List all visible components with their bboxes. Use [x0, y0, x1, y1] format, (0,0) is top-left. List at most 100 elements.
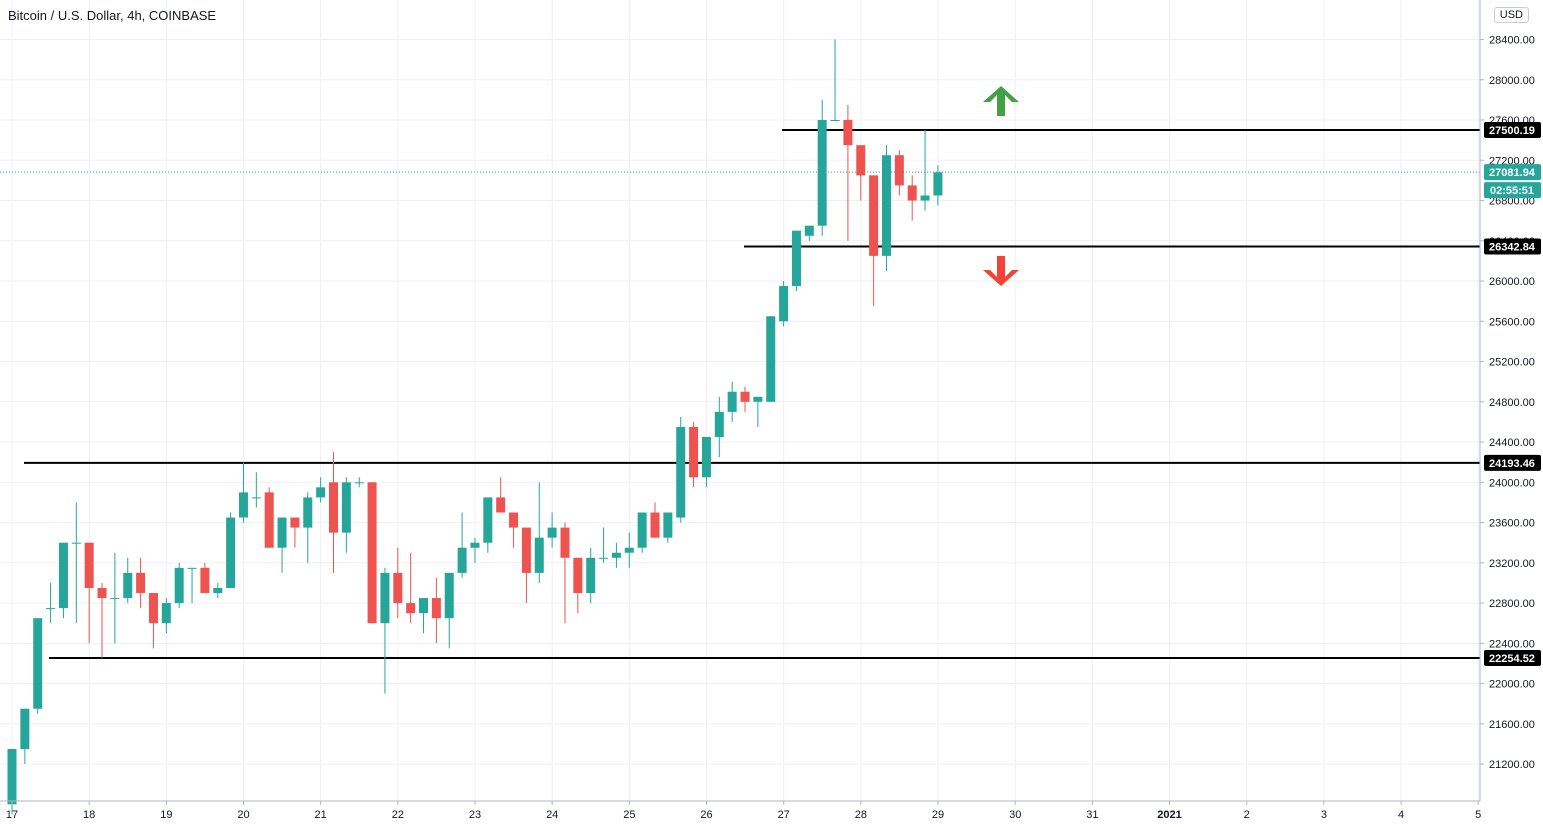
- time-tick-label: 18: [83, 809, 95, 821]
- candle-body: [187, 567, 197, 569]
- candle-countdown-label: 02:55:51: [1490, 185, 1534, 197]
- level-price-label: 24193.46: [1489, 458, 1535, 470]
- price-tick-label: 21600.00: [1489, 719, 1535, 731]
- time-tick-label: 22: [392, 809, 404, 821]
- candle-body: [316, 487, 326, 498]
- candle-body: [689, 426, 699, 478]
- candle-body: [457, 547, 467, 573]
- candle-body: [303, 497, 313, 528]
- candle-body: [251, 497, 261, 499]
- candle-body: [123, 572, 133, 599]
- candle-body: [599, 557, 609, 559]
- candle-body: [663, 512, 673, 538]
- time-tick-label: 17: [6, 809, 18, 821]
- currency-button[interactable]: USD: [1493, 7, 1529, 23]
- up-arrow-icon: [983, 86, 1019, 116]
- time-tick-label: 25: [623, 809, 635, 821]
- down-arrow-icon: [983, 256, 1019, 286]
- candle-body: [20, 708, 30, 750]
- candlesticks: [7, 39, 943, 815]
- level-price-label-bg: [1484, 454, 1541, 471]
- candle-body: [586, 557, 596, 594]
- level-price-label-bg: [1484, 122, 1541, 139]
- price-tick-label: 28400.00: [1489, 35, 1535, 47]
- price-labels: 27500.19 26342.84 24193.46 22254.52 27081.94…: [1484, 122, 1541, 666]
- level-price-label-bg: [1484, 649, 1541, 666]
- candle-body: [624, 547, 634, 553]
- time-tick-label: 28: [855, 809, 867, 821]
- time-tick-label: 21: [315, 809, 327, 821]
- candle-body: [817, 120, 827, 226]
- time-tick-label: 30: [1009, 809, 1021, 821]
- price-tick-label: 25200.00: [1489, 357, 1535, 369]
- time-tick-label: 19: [160, 809, 172, 821]
- candle-body: [791, 230, 801, 287]
- support-resistance-lines: [24, 129, 1480, 659]
- candle-body: [637, 512, 647, 548]
- candle-body: [174, 567, 184, 604]
- candle-body: [727, 391, 737, 412]
- candle-body: [161, 603, 171, 624]
- candle-body: [406, 603, 416, 614]
- chart-title: Bitcoin / U.S. Dollar, 4h, COINBASE: [8, 8, 217, 23]
- candle-body: [33, 618, 43, 709]
- candle-body: [701, 437, 711, 478]
- price-tick-label: 28000.00: [1489, 75, 1535, 87]
- candle-body: [881, 155, 891, 256]
- candle-body: [329, 482, 338, 533]
- candle-body: [483, 497, 493, 543]
- candle-body: [380, 572, 390, 624]
- candle-body: [226, 517, 236, 588]
- candle-body: [856, 145, 866, 176]
- level-price-label: 22254.52: [1489, 653, 1535, 665]
- candle-body: [470, 542, 480, 548]
- time-tick-label: 26: [700, 809, 712, 821]
- candle-body: [354, 482, 364, 484]
- price-tick-label: 23600.00: [1489, 518, 1535, 530]
- candle-body: [560, 527, 570, 558]
- candle-body: [7, 749, 17, 805]
- time-tick-label: 5: [1475, 809, 1481, 821]
- candle-body: [97, 587, 107, 599]
- candle-body: [277, 517, 287, 548]
- candle-body: [238, 492, 248, 518]
- candle-body: [843, 120, 853, 146]
- candle-body: [894, 155, 904, 186]
- candle-body: [521, 527, 531, 573]
- candle-body: [509, 512, 519, 528]
- price-tick-label: 26800.00: [1489, 196, 1535, 208]
- candle-body: [830, 120, 840, 122]
- candle-body: [611, 552, 621, 558]
- time-tick-label: 24: [546, 809, 558, 821]
- candle-body: [496, 497, 506, 513]
- candle-countdown-label-bg: [1484, 182, 1541, 199]
- level-price-label: 26342.84: [1489, 242, 1536, 254]
- price-tick-label: 24000.00: [1489, 477, 1535, 489]
- price-tick-label: 22800.00: [1489, 598, 1535, 610]
- candle-body: [213, 587, 223, 594]
- candle-body: [110, 598, 120, 600]
- candle-body: [573, 557, 583, 594]
- candle-body: [804, 225, 814, 236]
- candle-body: [367, 482, 377, 624]
- level-price-label: 27500.19: [1489, 125, 1535, 137]
- price-tick-label: 24800.00: [1489, 397, 1535, 409]
- time-tick-label: 27: [778, 809, 790, 821]
- candle-body: [907, 185, 917, 201]
- price-tick-label: 21200.00: [1489, 759, 1535, 771]
- candle-body: [444, 572, 454, 619]
- time-axis: 17 18 19 20 21 22 23 24 25 26 27 28 29 30 31 2021 2 3 4 5: [6, 801, 1481, 821]
- candle-body: [933, 172, 943, 196]
- candle-body: [148, 593, 158, 624]
- last-price-label-bg: [1484, 164, 1541, 181]
- time-tick-label: 29: [932, 809, 944, 821]
- level-price-label-bg: [1484, 238, 1541, 255]
- time-tick-label: 4: [1398, 809, 1404, 821]
- candle-body: [419, 598, 429, 614]
- last-price-label: 27081.94: [1489, 167, 1536, 179]
- price-tick-label: 22400.00: [1489, 638, 1535, 650]
- candle-body: [714, 411, 724, 438]
- candle-body: [534, 537, 544, 573]
- time-tick-label: 2: [1244, 809, 1250, 821]
